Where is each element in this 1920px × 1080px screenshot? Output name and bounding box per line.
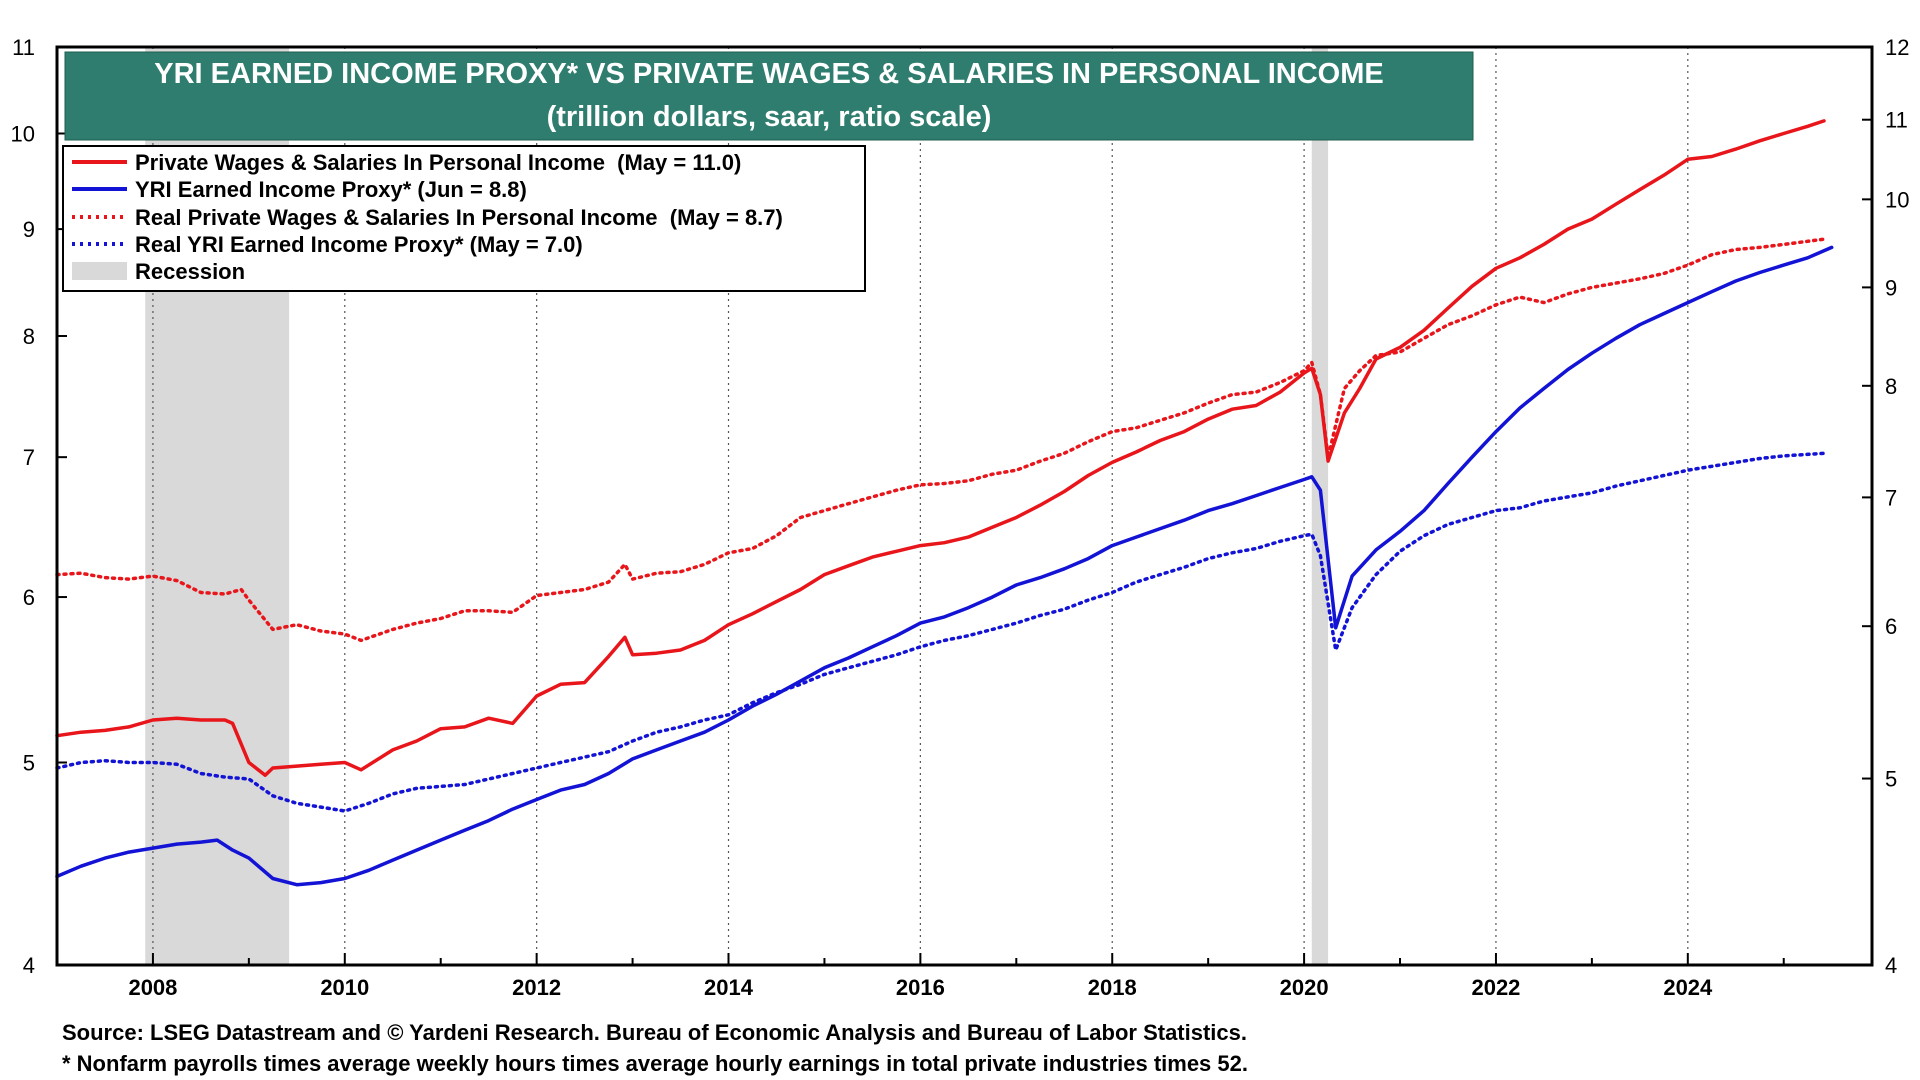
left-tick-label-6: 6 bbox=[23, 585, 35, 610]
legend: Private Wages & Salaries In Personal Inc… bbox=[62, 145, 866, 292]
left-tick-label-11: 11 bbox=[12, 35, 35, 60]
legend-swatch-recession bbox=[72, 262, 127, 280]
legend-label-real-private-wages: Real Private Wages & Salaries In Persona… bbox=[135, 205, 783, 230]
recession-band-2 bbox=[1311, 47, 1329, 965]
left-tick-label-8: 8 bbox=[23, 324, 35, 349]
right-tick-label-6: 6 bbox=[1885, 614, 1897, 639]
x-tick-label-2012: 2012 bbox=[512, 975, 561, 1000]
left-tick-label-7: 7 bbox=[23, 445, 35, 470]
legend-label-recession: Recession bbox=[135, 259, 245, 284]
legend-label-private-wages: Private Wages & Salaries In Personal Inc… bbox=[135, 150, 741, 175]
x-tick-label-2022: 2022 bbox=[1471, 975, 1520, 1000]
chart-title: YRI EARNED INCOME PROXY* VS PRIVATE WAGE… bbox=[154, 58, 1383, 90]
line-private-wages bbox=[55, 119, 1826, 778]
right-tick-label-11: 11 bbox=[1885, 108, 1908, 133]
series-lines bbox=[55, 119, 1834, 887]
right-tick-label-12: 12 bbox=[1885, 35, 1909, 60]
title-box: YRI EARNED INCOME PROXY* VS PRIVATE WAGE… bbox=[64, 51, 1474, 141]
x-tick-label-2010: 2010 bbox=[320, 975, 369, 1000]
source-note: Source: LSEG Datastream and © Yardeni Re… bbox=[62, 1020, 1247, 1045]
left-tick-label-10: 10 bbox=[11, 121, 35, 146]
right-tick-label-4: 4 bbox=[1885, 953, 1897, 978]
x-tick-label-2018: 2018 bbox=[1088, 975, 1137, 1000]
line-real-yri-proxy bbox=[55, 451, 1826, 813]
x-tick-label-2014: 2014 bbox=[704, 975, 754, 1000]
plot-frame bbox=[55, 45, 1874, 967]
legend-label-yri-proxy: YRI Earned Income Proxy* (Jun = 8.8) bbox=[135, 177, 527, 202]
right-tick-label-9: 9 bbox=[1885, 275, 1897, 300]
right-tick-label-7: 7 bbox=[1885, 485, 1897, 510]
x-tick-label-2008: 2008 bbox=[128, 975, 177, 1000]
legend-label-real-yri-proxy: Real YRI Earned Income Proxy* (May = 7.0… bbox=[135, 232, 583, 257]
methodology-note: * Nonfarm payrolls times average weekly … bbox=[62, 1051, 1248, 1076]
right-tick-label-5: 5 bbox=[1885, 767, 1897, 792]
left-tick-label-9: 9 bbox=[23, 217, 35, 242]
left-tick-label-5: 5 bbox=[23, 751, 35, 776]
line-real-private-wages bbox=[55, 237, 1826, 643]
right-tick-label-10: 10 bbox=[1885, 187, 1909, 212]
x-tick-label-2020: 2020 bbox=[1280, 975, 1329, 1000]
legend-box bbox=[62, 145, 866, 292]
chart-subtitle: (trillion dollars, saar, ratio scale) bbox=[547, 101, 992, 133]
left-tick-label-4: 4 bbox=[23, 953, 35, 978]
right-tick-label-8: 8 bbox=[1885, 374, 1897, 399]
x-tick-label-2016: 2016 bbox=[896, 975, 945, 1000]
line-yri-proxy bbox=[55, 245, 1834, 887]
x-tick-label-2024: 2024 bbox=[1663, 975, 1713, 1000]
axes: 2008 2010 2012 2014 2016 2018 2020 2022 2024 4 5 6 7… bbox=[11, 35, 1910, 1000]
